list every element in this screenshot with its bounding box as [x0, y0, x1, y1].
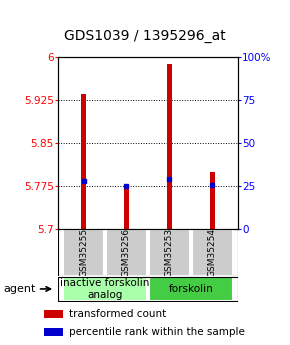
Text: GSM35253: GSM35253 [165, 228, 174, 277]
Text: GSM35254: GSM35254 [208, 228, 217, 277]
Bar [192, 229, 233, 276]
Bar [124, 186, 129, 229]
Bar [167, 64, 172, 229]
Text: GSM35255: GSM35255 [79, 228, 88, 277]
Bar [44, 310, 63, 318]
Bar [149, 229, 190, 276]
Text: transformed count: transformed count [69, 309, 166, 319]
Text: agent: agent [3, 284, 35, 294]
Bar [63, 229, 104, 276]
Text: inactive forskolin
analog: inactive forskolin analog [60, 278, 150, 300]
Bar [210, 172, 215, 229]
Text: GSM35256: GSM35256 [122, 228, 131, 277]
Bar [149, 277, 233, 302]
Text: GDS1039 / 1395296_at: GDS1039 / 1395296_at [64, 29, 226, 43]
Bar [106, 229, 147, 276]
Bar [63, 277, 147, 302]
Bar [81, 94, 86, 229]
Text: percentile rank within the sample: percentile rank within the sample [69, 327, 245, 337]
Bar [44, 327, 63, 336]
Text: forskolin: forskolin [168, 284, 213, 294]
